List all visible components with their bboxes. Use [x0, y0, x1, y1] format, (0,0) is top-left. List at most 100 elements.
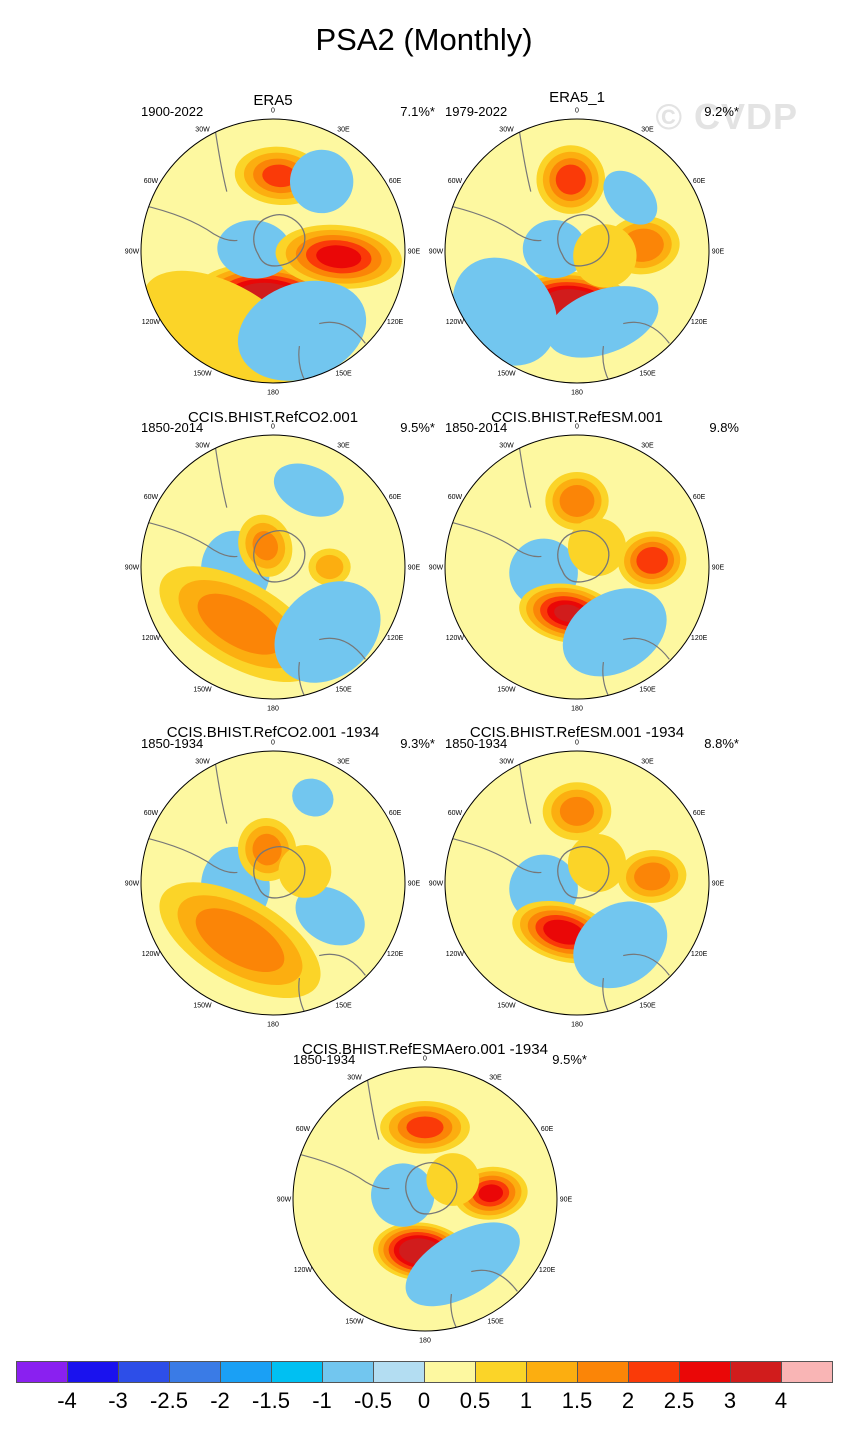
panel-5-lon-label-150E: 150E [639, 1003, 656, 1010]
colorbar-swatch-5 [271, 1361, 323, 1383]
panel-4-blob-3-level--0.5 [292, 778, 334, 817]
panel-5-map-border [444, 750, 710, 1016]
colorbar-tick-label: 1 [519, 1388, 533, 1413]
panel-1-blob-6-level-0.5 [573, 224, 637, 288]
panel-0-blob-1-level--0.5 [217, 220, 292, 279]
colorbar-tick-label: 0 [417, 1388, 431, 1413]
panel-3-lon-label-120E: 120E [691, 635, 708, 642]
panel-3-blob-3-level-1.5 [559, 485, 595, 517]
panel-0-blob-5-level--0.5 [237, 280, 367, 381]
panel-4-antarctica-coast [253, 846, 306, 899]
colorbar-tick-label: 4 [774, 1388, 788, 1413]
panel-1-lon-label-120W: 120W [446, 319, 465, 326]
panel-6-lon-label-90W: 90W [277, 1197, 292, 1204]
panel-6-lon-label-60E: 60E [541, 1126, 554, 1133]
panel-1-lon-label-90W: 90W [429, 249, 444, 256]
colorbar-tick-label: -2.5 [150, 1388, 188, 1413]
colorbar-tick-label: 2 [621, 1388, 635, 1413]
colorbar-swatch-11 [577, 1361, 629, 1383]
panel-4-lon-label-90E: 90E [408, 881, 421, 888]
colorbar-tick-label: -0.5 [354, 1388, 392, 1413]
panel-3-lon-label-90E: 90E [712, 565, 725, 572]
panel-3-lon-label-120W: 120W [446, 635, 465, 642]
panel-3-map-border [444, 434, 710, 700]
panel-5-lon-label-90E: 90E [712, 881, 725, 888]
panel-1-lon-label-60E: 60E [693, 178, 706, 185]
panel-6-blob-5-level-0.5 [426, 1153, 480, 1206]
colorbar-tick-label: -2 [210, 1388, 230, 1413]
panel-3-lon-label-90W: 90W [429, 565, 444, 572]
panel-5-lon-label-150W: 150W [497, 1003, 516, 1010]
panel-2-antarctica-coast [253, 530, 306, 583]
panel-0-lon-label-150W: 150W [193, 371, 212, 378]
panel-1-lon-label-0: 0 [575, 108, 579, 115]
panel-6-lon-label-120E: 120E [539, 1267, 556, 1274]
panel-3-period: 1850-2014 [445, 420, 508, 435]
panel-1-map: 0 30E 60E 90E 120E 150E 180 150W 120W 90W 60W 30W [429, 108, 725, 397]
panel-6-blob-4-level--0.5 [405, 1222, 520, 1307]
panel-2-period: 1850-2014 [141, 420, 204, 435]
panel-3-variance-pct: 9.8% [709, 420, 739, 435]
panel-2-blob-2-level-1.5 [252, 531, 278, 561]
panel-5-blob-3-level-1.5 [559, 796, 595, 826]
panel-5-blob-5-level-0.5 [567, 833, 627, 893]
panel-5-lon-label-120E: 120E [691, 951, 708, 958]
panel-3-lon-label-30E: 30E [641, 442, 654, 449]
panel-1-lon-label-150E: 150E [639, 371, 656, 378]
colorbar-swatch-1 [67, 1361, 119, 1383]
panel-1-blob-3-level-2 [555, 164, 586, 195]
panel-6-blob-1-level--0.5 [371, 1163, 435, 1227]
panel-5-map: 0 30E 60E 90E 120E 150E 180 150W 120W 90W 60W 30W [429, 740, 725, 1029]
panel-5-lon-label-60E: 60E [693, 810, 706, 817]
panel-5-lon-label-90W: 90W [429, 881, 444, 888]
panel-0-blob-2-level-2.5 [316, 245, 362, 269]
panel-4-lon-label-60E: 60E [389, 810, 402, 817]
panel-0-lon-label-60W: 60W [144, 178, 159, 185]
panel-3-lon-label-150W: 150W [497, 687, 516, 694]
panel-0-variance-pct: 7.1%* [400, 104, 435, 119]
panel-1-map-border [444, 118, 710, 384]
panel-4-map: 0 30E 60E 90E 120E 150E 180 150W 120W 90W 60W 30W [125, 740, 421, 1029]
panel-1-south-america-coast [445, 204, 542, 242]
panel-3-lon-label-60E: 60E [693, 494, 706, 501]
panel-1-title: ERA5_1 [549, 89, 605, 106]
colorbar-swatch-14 [730, 1361, 782, 1383]
colorbar-tick-label: 1.5 [561, 1388, 593, 1413]
cvdp-watermark: © CVDP [655, 96, 798, 137]
panel-4-lon-label-90W: 90W [125, 881, 140, 888]
panel-6-south-america-coast [293, 1152, 390, 1190]
panel-3-lon-label-150E: 150E [639, 687, 656, 694]
chart-title: PSA2 (Monthly) [315, 22, 533, 57]
panel-6-lon-label-90E: 90E [560, 1197, 573, 1204]
colorbar-tick-label: 2.5 [663, 1388, 695, 1413]
colorbar-swatch-15 [781, 1361, 833, 1383]
panel-2-lon-label-30E: 30E [337, 442, 350, 449]
panel-5-blob-1-level-2.5 [543, 919, 585, 945]
colorbar-swatch-3 [169, 1361, 221, 1383]
panel-2-lon-label-90W: 90W [125, 565, 140, 572]
panel-4-lon-label-150E: 150E [335, 1003, 352, 1010]
panel-6-blob-3-level-2 [406, 1116, 444, 1139]
panel-5-period: 1850-1934 [445, 736, 508, 751]
panel-4-south-america-coast [141, 836, 238, 874]
panel-2-lon-label-120E: 120E [387, 635, 404, 642]
panel-1-blob-4-level--0.5 [547, 286, 659, 358]
panel-1-blob-5-level--0.5 [603, 170, 658, 225]
panel-5-lon-label-0: 0 [575, 740, 579, 747]
panel-5-south-america-coast [445, 836, 542, 874]
colorbar-swatch-8 [424, 1361, 476, 1383]
panel-3-lon-label-30W: 30W [499, 442, 514, 449]
panel-6-blob-2-level-2.5 [478, 1184, 504, 1203]
panel-4-lon-label-150W: 150W [193, 1003, 212, 1010]
panel-4-lon-label-180: 180 [267, 1022, 279, 1029]
panel-5-blob-2-level-1.5 [634, 862, 671, 891]
panel-3-south-america-coast [445, 520, 542, 558]
panel-4-blob-4-level--0.5 [295, 886, 365, 946]
panel-2-lon-label-30W: 30W [195, 442, 210, 449]
panel-6-map: 0 30E 60E 90E 120E 150E 180 150W 120W 90W 60W 30W [277, 1056, 573, 1345]
panel-0-antarctica-coast [253, 214, 306, 267]
panel-1-lon-label-150W: 150W [497, 371, 516, 378]
panel-6-lon-label-30E: 30E [489, 1074, 502, 1081]
panel-0-lon-label-120E: 120E [387, 319, 404, 326]
panel-6-lon-label-120W: 120W [294, 1267, 313, 1274]
